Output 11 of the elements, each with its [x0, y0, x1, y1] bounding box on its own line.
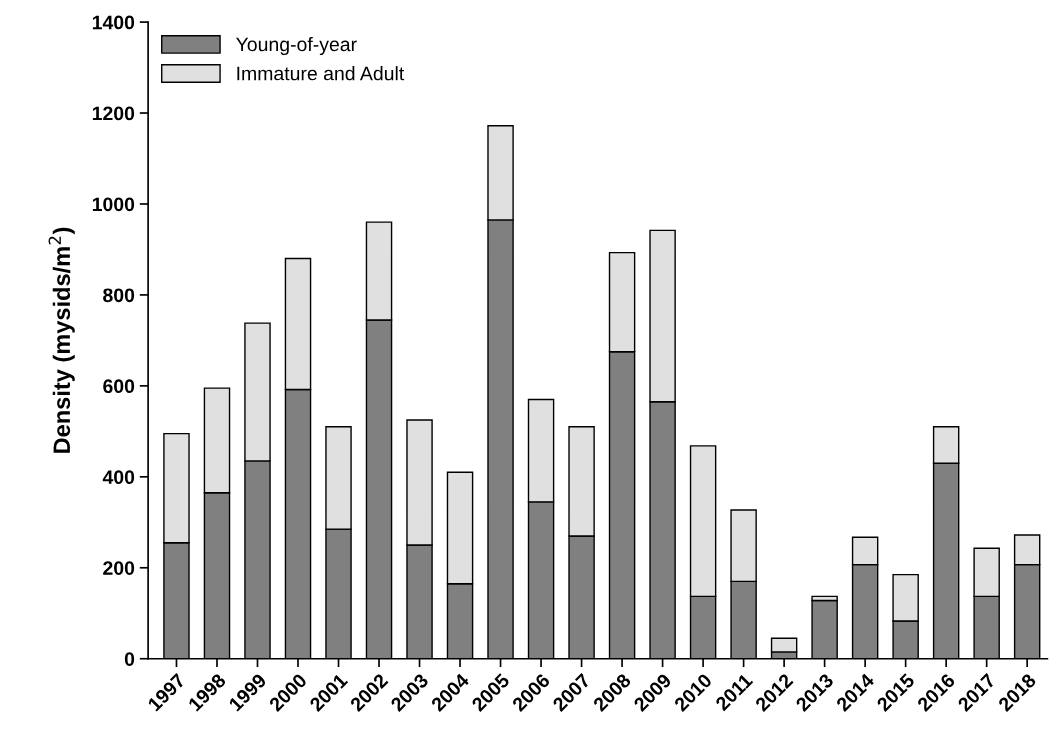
- y-tick-label: 600: [103, 379, 135, 394]
- y-tick-label: 1200: [92, 106, 135, 121]
- y-tick-label: 1000: [92, 197, 135, 212]
- y-axis-title: Density (mysids/m$^{2}$): [48, 227, 75, 453]
- y-tick-label: 0: [124, 652, 135, 666]
- legend-label: Young-of-year: [236, 36, 357, 56]
- y-tick-label: 400: [102, 470, 135, 485]
- y-tick-label: 1400: [92, 15, 135, 30]
- y-tick-label: 200: [103, 561, 135, 576]
- y-tick-label: 800: [103, 288, 135, 303]
- legend-label: Immature and Adult: [237, 66, 405, 81]
